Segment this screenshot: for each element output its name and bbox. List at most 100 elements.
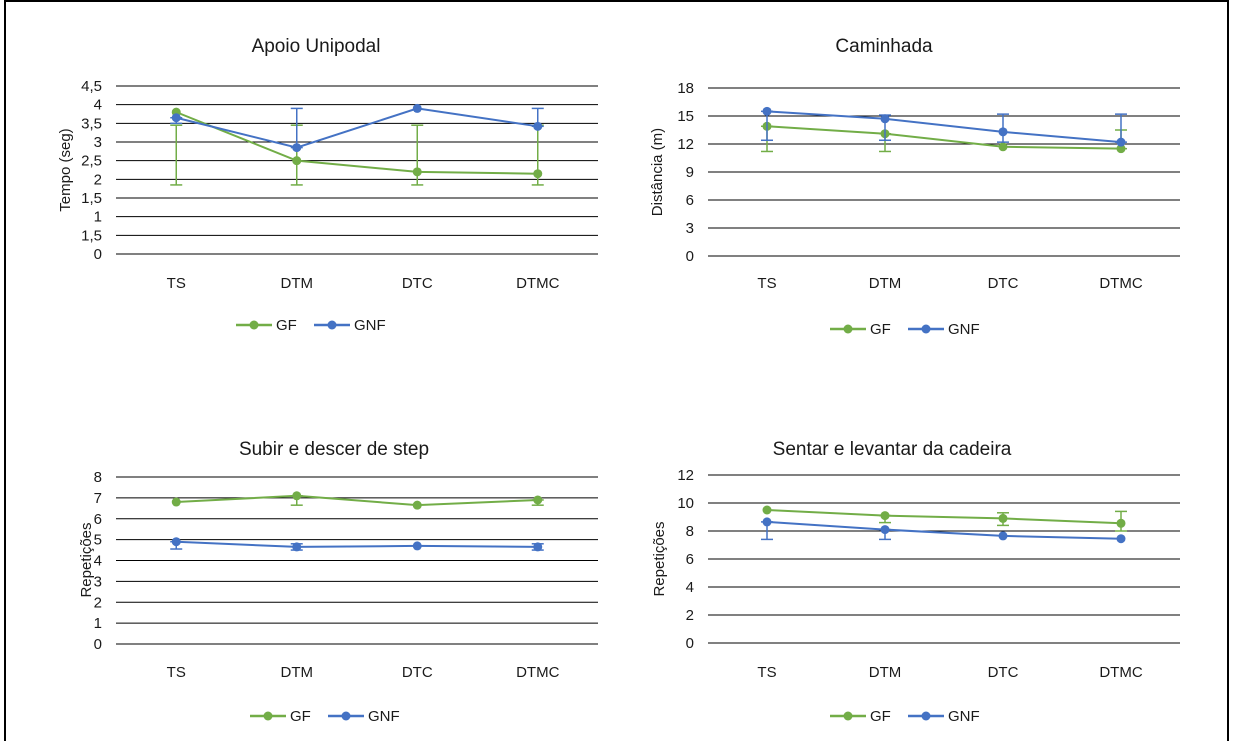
x-category-label: DTMC — [1099, 664, 1142, 681]
y-tick-label: 4 — [94, 97, 102, 114]
x-category-label: DTM — [869, 275, 902, 292]
series-line-gnf — [766, 520, 1122, 540]
chart-title: Apoio Unipodal — [252, 36, 381, 57]
y-tick-label: 4 — [94, 553, 102, 570]
y-axis-label: Tempo (seg) — [57, 128, 74, 211]
y-tick-label: 8 — [94, 469, 102, 486]
y-axis-label: Repetições — [651, 521, 668, 596]
y-tick-label: 6 — [686, 192, 694, 209]
y-tick-label: 1,5 — [81, 190, 102, 207]
y-tick-label: 12 — [677, 467, 694, 484]
y-axis-label: Repetições — [78, 522, 95, 597]
y-tick-label: 15 — [677, 108, 694, 125]
data-point-gf — [533, 495, 543, 505]
series-line-gf — [766, 509, 1122, 525]
data-point-gnf — [880, 114, 890, 124]
data-point-gf — [533, 169, 543, 179]
y-tick-label: 3 — [94, 134, 102, 151]
y-tick-label: 2 — [94, 594, 102, 611]
data-point-gnf — [762, 106, 772, 116]
data-point-gf — [880, 511, 890, 521]
series-line-gf — [766, 125, 1122, 150]
y-tick-label: 10 — [677, 495, 694, 512]
y-tick-label: 3 — [686, 220, 694, 237]
y-tick-label: 12 — [677, 136, 694, 153]
x-category-label: TS — [757, 664, 776, 681]
x-category-label: DTMC — [1099, 275, 1142, 292]
legend-label: GF — [870, 708, 891, 725]
legend-swatch-marker — [843, 711, 853, 721]
y-tick-label: 1,5 — [81, 227, 102, 244]
data-point-gnf — [412, 103, 422, 113]
data-point-gf — [412, 167, 422, 177]
y-tick-label: 3 — [94, 573, 102, 590]
data-point-gnf — [171, 537, 181, 547]
data-point-gnf — [1116, 137, 1126, 147]
y-tick-label: 0 — [686, 635, 694, 652]
y-tick-label: 3,5 — [81, 115, 102, 132]
y-tick-label: 5 — [94, 532, 102, 549]
series-line-gnf — [176, 107, 538, 149]
x-category-label: DTM — [281, 664, 314, 681]
chart-title: Caminhada — [835, 36, 933, 57]
y-tick-label: 18 — [677, 80, 694, 97]
y-tick-label: 6 — [94, 511, 102, 528]
y-tick-label: 4,5 — [81, 78, 102, 95]
legend-swatch-marker — [249, 320, 259, 330]
x-category-label: DTC — [988, 664, 1019, 681]
data-point-gnf — [880, 525, 890, 535]
data-point-gf — [1116, 144, 1126, 154]
x-category-label: DTC — [402, 275, 433, 292]
y-tick-label: 0 — [686, 248, 694, 265]
data-point-gnf — [171, 113, 181, 123]
legend-label: GF — [290, 708, 311, 725]
data-point-gf — [998, 142, 1008, 152]
x-category-label: DTM — [869, 664, 902, 681]
y-tick-label: 0 — [94, 636, 102, 653]
legend-label: GNF — [948, 321, 980, 338]
series-line-gf — [176, 494, 538, 507]
series-line-gf — [175, 111, 538, 175]
y-tick-label: 1 — [94, 615, 102, 632]
legend-swatch-marker — [327, 320, 337, 330]
chart-title: Subir e descer de step — [239, 439, 429, 460]
y-tick-label: 4 — [686, 579, 694, 596]
y-tick-label: 6 — [686, 551, 694, 568]
series-line-gnf — [766, 110, 1122, 144]
legend-label: GF — [276, 317, 297, 334]
x-category-label: DTC — [402, 664, 433, 681]
legend-label: GF — [870, 321, 891, 338]
y-tick-label: 2,5 — [81, 153, 102, 170]
data-point-gf — [1116, 518, 1126, 528]
data-point-gnf — [998, 531, 1008, 541]
data-point-gnf — [998, 127, 1008, 137]
y-tick-label: 8 — [686, 523, 694, 540]
data-point-gnf — [762, 517, 772, 527]
y-tick-label: 2 — [94, 171, 102, 188]
data-point-gf — [292, 491, 302, 501]
legend-label: GNF — [354, 317, 386, 334]
data-point-gnf — [292, 143, 302, 153]
legend-label: GNF — [948, 708, 980, 725]
data-point-gnf — [292, 542, 302, 552]
legend-swatch-marker — [921, 711, 931, 721]
data-point-gf — [998, 513, 1008, 523]
series-line-gnf — [176, 540, 538, 548]
x-category-label: TS — [167, 664, 186, 681]
data-point-gnf — [1116, 534, 1126, 544]
y-tick-label: 2 — [686, 607, 694, 624]
data-point-gf — [292, 156, 302, 166]
x-category-label: DTC — [988, 275, 1019, 292]
data-point-gnf — [412, 541, 422, 551]
data-point-gf — [171, 497, 181, 507]
y-tick-label: 1 — [94, 209, 102, 226]
chart-title: Sentar e levantar da cadeira — [773, 439, 1012, 460]
x-category-label: TS — [757, 275, 776, 292]
legend-swatch-marker — [263, 711, 273, 721]
legend-swatch-marker — [341, 711, 351, 721]
y-axis-label: Distância (m) — [649, 128, 666, 216]
y-tick-label: 7 — [94, 490, 102, 507]
x-category-label: DTMC — [516, 275, 559, 292]
data-point-gnf — [533, 121, 543, 131]
